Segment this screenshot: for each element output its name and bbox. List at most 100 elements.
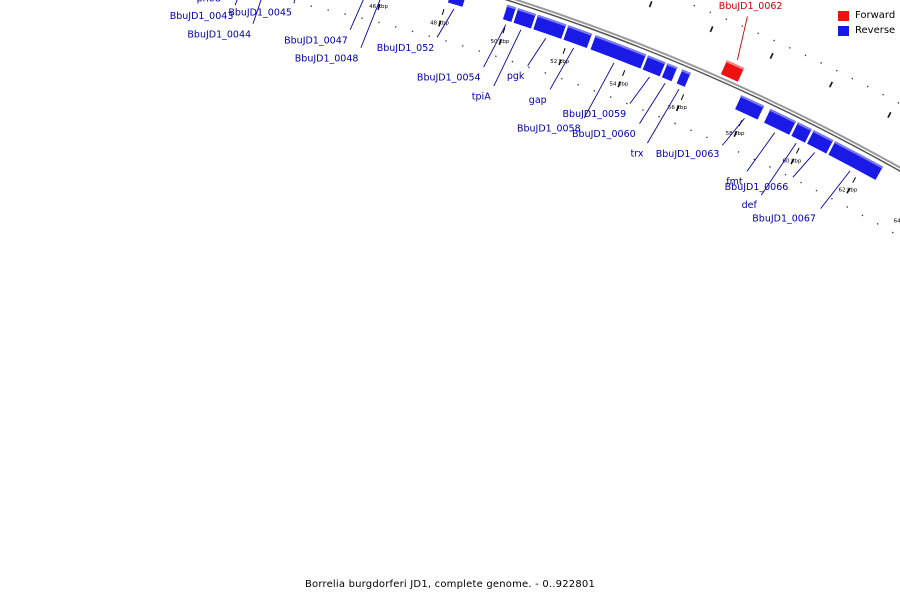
gene-gap: [562, 24, 594, 50]
tick-mark: [622, 70, 626, 77]
leader-BbuJD1_0048: [360, 0, 381, 48]
scale-dash-inner: [790, 158, 795, 165]
gene-label-BbuJD1_0062: BbuJD1_0062: [719, 1, 783, 12]
gene-highlight: [740, 95, 765, 108]
leader-BbuJD1_0063: [723, 117, 745, 145]
legend-item-forward: Forward: [838, 8, 895, 23]
gene-label-BbuJD1_0045: BbuJD1_0045: [228, 7, 292, 18]
gene-label-BbuJD1_0063: BbuJD1_0063: [656, 149, 720, 160]
gene-label-BbuJD1_0059: BbuJD1_0059: [563, 109, 627, 120]
scale-dash-inner: [675, 105, 680, 112]
tick-mark: [795, 147, 800, 154]
gene-BbuJD1_0066: [806, 129, 835, 155]
leader-pgk: [527, 37, 547, 66]
reverse-swatch: [838, 25, 849, 36]
gene-highlight: [506, 4, 517, 10]
scale-dash-inner: [438, 20, 442, 27]
leader-BbuJD1_0054: [483, 24, 507, 68]
scale-dash-outer: [887, 111, 892, 118]
scale-dashes: [377, 1, 892, 194]
genome-caption: Borrelia burgdorferi JD1, complete genom…: [304, 579, 596, 590]
leader-fmt: [746, 132, 776, 172]
tick-mark: [562, 47, 566, 54]
gene-label-BbuJD1_0047: BbuJD1_0047: [284, 35, 348, 46]
leader-BbuJD1_0058: [583, 62, 615, 119]
gene-label-phoU_gene: phoU: [197, 0, 222, 5]
leader-BbuJD1_0045: [293, 0, 296, 2]
scale-dash-inner: [733, 130, 738, 137]
tick-mark: [502, 27, 506, 34]
tick-mark: [852, 177, 857, 183]
scale-dash-inner: [846, 187, 851, 194]
leader-def: [760, 142, 797, 196]
legend-forward-label: Forward: [855, 10, 896, 21]
scale-dash-inner: [498, 38, 502, 46]
tick-label: 56 kbp: [668, 105, 687, 111]
gene-label-BbuJD1_0043: BbuJD1_0043: [170, 11, 234, 22]
gene-highlight: [517, 8, 537, 17]
leader-tpiA: [493, 29, 522, 87]
leader-gap: [549, 47, 575, 90]
genes: cheRphoUBbuJD1_0043BbuJD1_0044BbuJD1_004…: [170, 0, 884, 224]
tick-label: 48 kbp: [430, 20, 449, 26]
gene-highlight: [647, 55, 666, 65]
inner-dot-ring: [278, 0, 900, 238]
leader-BbuJD1_0067: [820, 170, 851, 209]
gene-highlight: [594, 35, 647, 57]
backbone-inner: [504, 0, 900, 173]
gene-BbuJD1_0058: [589, 34, 648, 70]
gene-BbuJD1_0063: [734, 94, 766, 121]
gene-BbuJD1_0067: [827, 140, 884, 181]
scale-dash-outer: [769, 52, 774, 59]
tick-label: 52 kbp: [550, 59, 569, 65]
gene-pgk: [532, 13, 568, 40]
leader-BbuJD1_0043: [234, 0, 238, 6]
legend-item-reverse: Reverse: [838, 23, 895, 38]
tick-mark: [680, 94, 685, 101]
forward-swatch: [838, 10, 849, 21]
scale-dash-inner: [377, 3, 381, 11]
scale-dash-outer: [828, 81, 834, 88]
gene-fmt: [763, 107, 798, 136]
gene-highlight: [666, 63, 678, 70]
tick-label: 60 kbp: [782, 158, 801, 164]
gene-label-pgk: pgk: [507, 71, 525, 82]
gene-highlight: [567, 25, 593, 36]
tick-label: 64 kbp: [894, 218, 900, 224]
tick-label: 50 kbp: [490, 39, 509, 45]
leader-BbuJD1_0044: [252, 0, 262, 24]
leader-BbuJD1_052: [436, 8, 455, 38]
gene-label-BbuJD1_0067: BbuJD1_0067: [752, 213, 816, 224]
gene-label-def: def: [742, 200, 758, 211]
gene-highlight: [681, 69, 692, 75]
scale-dash-outer: [648, 1, 653, 8]
scale-dash-outer: [709, 26, 714, 33]
gene-label-BbuJD1_0066: BbuJD1_0066: [725, 182, 789, 193]
gene-BbuJD1_052: [446, 0, 466, 8]
leader-BbuJD1_0047: [349, 0, 364, 30]
gene-label-BbuJD1_0054: BbuJD1_0054: [417, 73, 481, 84]
gene-label-BbuJD1_052: BbuJD1_052: [377, 43, 435, 54]
gene-highlight: [812, 130, 834, 143]
leader-BbuJD1_0062: [736, 16, 748, 61]
gene-highlight: [769, 108, 797, 124]
gene-highlight: [834, 141, 884, 169]
gene-highlight: [537, 14, 567, 27]
gene-label-BbuJD1_0044: BbuJD1_0044: [187, 30, 251, 41]
tick-label: 58 kbp: [726, 131, 745, 137]
leader-BbuJD1_0059: [629, 76, 650, 104]
legend: Forward Reverse: [838, 8, 895, 38]
scale-dash-inner: [558, 59, 562, 66]
scale-dash-inner: [617, 81, 622, 88]
gene-label-BbuJD1_0048: BbuJD1_0048: [295, 53, 359, 64]
gene-highlight: [725, 60, 745, 71]
legend-reverse-label: Reverse: [855, 25, 896, 36]
tick-label: 54 kbp: [609, 81, 628, 87]
gene-label-trx: trx: [631, 148, 644, 159]
gene-highlight: [796, 122, 813, 132]
gene-label-gap: gap: [529, 95, 547, 106]
backbone-outer: [513, 0, 900, 169]
gene-label-fmt: fmt: [726, 176, 743, 187]
